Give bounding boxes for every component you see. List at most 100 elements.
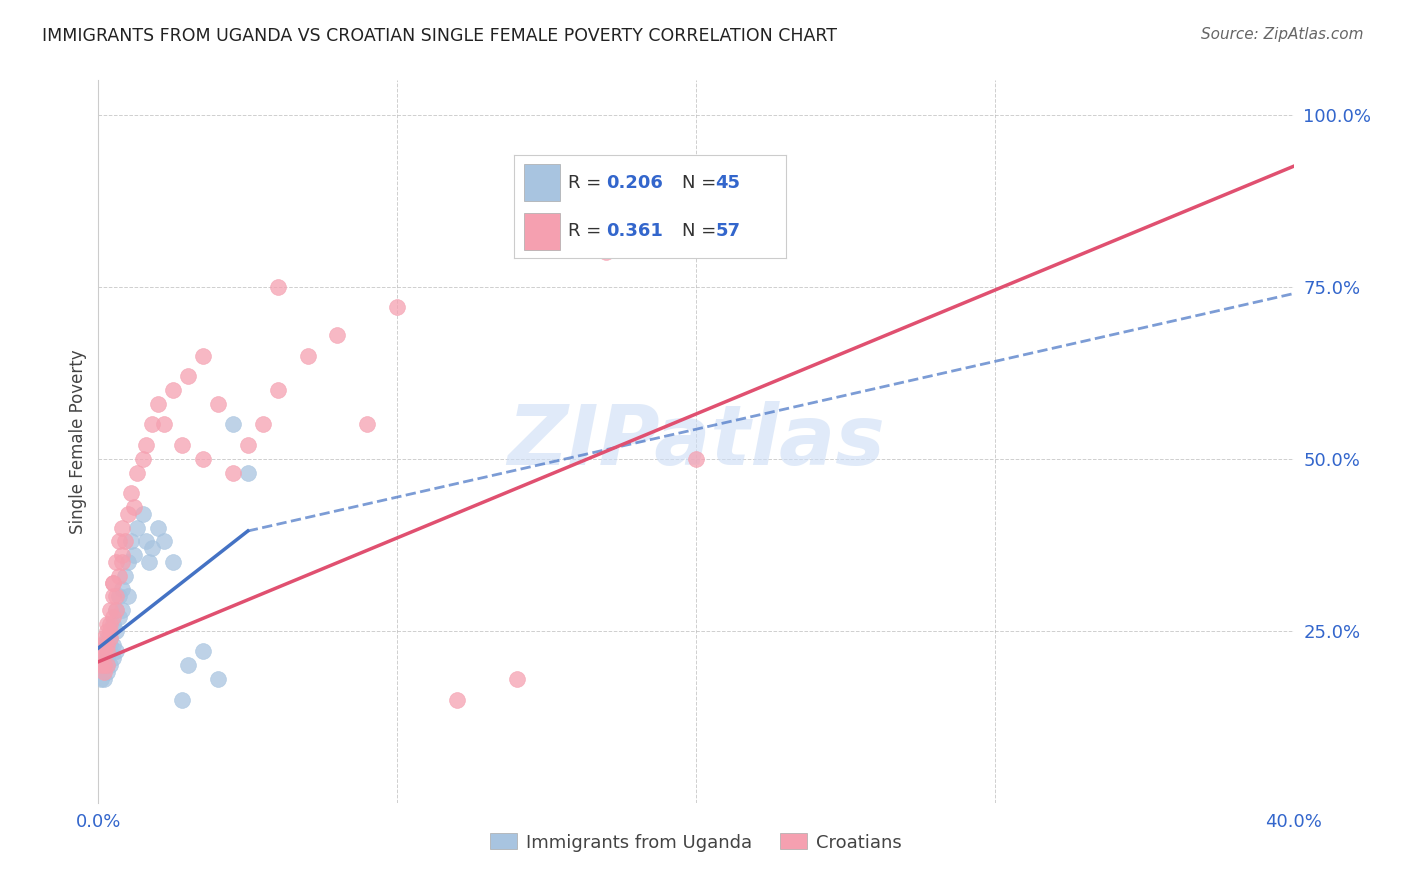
Point bbox=[191, 349, 214, 363]
Point bbox=[111, 548, 134, 562]
Point bbox=[108, 568, 131, 582]
Text: 45: 45 bbox=[716, 174, 740, 192]
Point bbox=[105, 644, 128, 658]
Text: 0.361: 0.361 bbox=[606, 222, 664, 240]
Point bbox=[96, 616, 118, 631]
Point bbox=[153, 534, 176, 549]
Point bbox=[96, 638, 118, 652]
Point bbox=[93, 631, 115, 645]
Point bbox=[90, 638, 112, 652]
Point bbox=[120, 534, 142, 549]
Point bbox=[111, 603, 134, 617]
Point bbox=[103, 590, 125, 604]
Point bbox=[114, 568, 136, 582]
Point bbox=[98, 644, 122, 658]
Bar bbox=[524, 164, 560, 202]
Point bbox=[120, 486, 142, 500]
Point bbox=[111, 582, 134, 597]
Point bbox=[96, 651, 118, 665]
Point bbox=[103, 616, 125, 631]
Point bbox=[191, 644, 214, 658]
Point bbox=[236, 438, 259, 452]
Point bbox=[96, 624, 118, 638]
Point bbox=[93, 658, 115, 673]
Point bbox=[172, 438, 194, 452]
Point bbox=[98, 638, 122, 652]
Point bbox=[98, 631, 122, 645]
Point bbox=[135, 534, 157, 549]
Point bbox=[207, 672, 229, 686]
Point bbox=[117, 590, 139, 604]
Point bbox=[105, 624, 128, 638]
Point bbox=[385, 301, 409, 315]
Point bbox=[98, 624, 122, 638]
Point bbox=[105, 555, 128, 569]
Point bbox=[108, 534, 131, 549]
Point bbox=[96, 658, 118, 673]
Point bbox=[148, 397, 170, 411]
Point bbox=[103, 610, 125, 624]
Text: Source: ZipAtlas.com: Source: ZipAtlas.com bbox=[1201, 27, 1364, 42]
Point bbox=[103, 651, 125, 665]
Point bbox=[96, 631, 118, 645]
Point bbox=[148, 520, 170, 534]
Point bbox=[114, 534, 136, 549]
Point bbox=[506, 672, 529, 686]
Text: N =: N = bbox=[682, 174, 723, 192]
Point bbox=[103, 575, 125, 590]
Point bbox=[93, 665, 115, 679]
Point bbox=[356, 417, 378, 432]
Point bbox=[93, 644, 115, 658]
Text: R =: R = bbox=[568, 222, 607, 240]
Point bbox=[326, 327, 349, 342]
Point bbox=[96, 644, 118, 658]
Point bbox=[117, 507, 139, 521]
Point bbox=[103, 638, 125, 652]
Point bbox=[132, 507, 155, 521]
Point bbox=[111, 555, 134, 569]
Point bbox=[90, 658, 112, 673]
Point bbox=[222, 417, 245, 432]
Point bbox=[446, 692, 468, 706]
Point bbox=[98, 616, 122, 631]
Point bbox=[162, 555, 184, 569]
Point bbox=[90, 658, 112, 673]
Text: 57: 57 bbox=[716, 222, 740, 240]
Point bbox=[93, 651, 115, 665]
Point bbox=[90, 651, 112, 665]
Point bbox=[105, 603, 128, 617]
Point bbox=[207, 397, 229, 411]
Point bbox=[138, 555, 160, 569]
Point bbox=[90, 644, 112, 658]
Point bbox=[222, 466, 245, 480]
Point bbox=[108, 590, 131, 604]
Point bbox=[141, 417, 163, 432]
Point bbox=[90, 672, 112, 686]
Point bbox=[124, 548, 146, 562]
Legend: Immigrants from Uganda, Croatians: Immigrants from Uganda, Croatians bbox=[484, 826, 908, 859]
Point bbox=[96, 644, 118, 658]
Point bbox=[98, 603, 122, 617]
Point bbox=[132, 451, 155, 466]
Point bbox=[177, 658, 200, 673]
Point bbox=[93, 672, 115, 686]
Bar bbox=[524, 213, 560, 250]
Point bbox=[93, 658, 115, 673]
Point bbox=[105, 590, 128, 604]
Point bbox=[172, 692, 194, 706]
Point bbox=[595, 245, 617, 260]
Point bbox=[96, 658, 118, 673]
Point bbox=[111, 520, 134, 534]
Text: N =: N = bbox=[682, 222, 723, 240]
Point bbox=[96, 665, 118, 679]
Y-axis label: Single Female Poverty: Single Female Poverty bbox=[69, 350, 87, 533]
Point bbox=[93, 638, 115, 652]
Point bbox=[252, 417, 274, 432]
Point bbox=[124, 500, 146, 514]
Point bbox=[135, 438, 157, 452]
Text: 0.206: 0.206 bbox=[606, 174, 664, 192]
Point bbox=[267, 383, 290, 397]
Point bbox=[162, 383, 184, 397]
Point bbox=[141, 541, 163, 556]
Point bbox=[177, 369, 200, 384]
